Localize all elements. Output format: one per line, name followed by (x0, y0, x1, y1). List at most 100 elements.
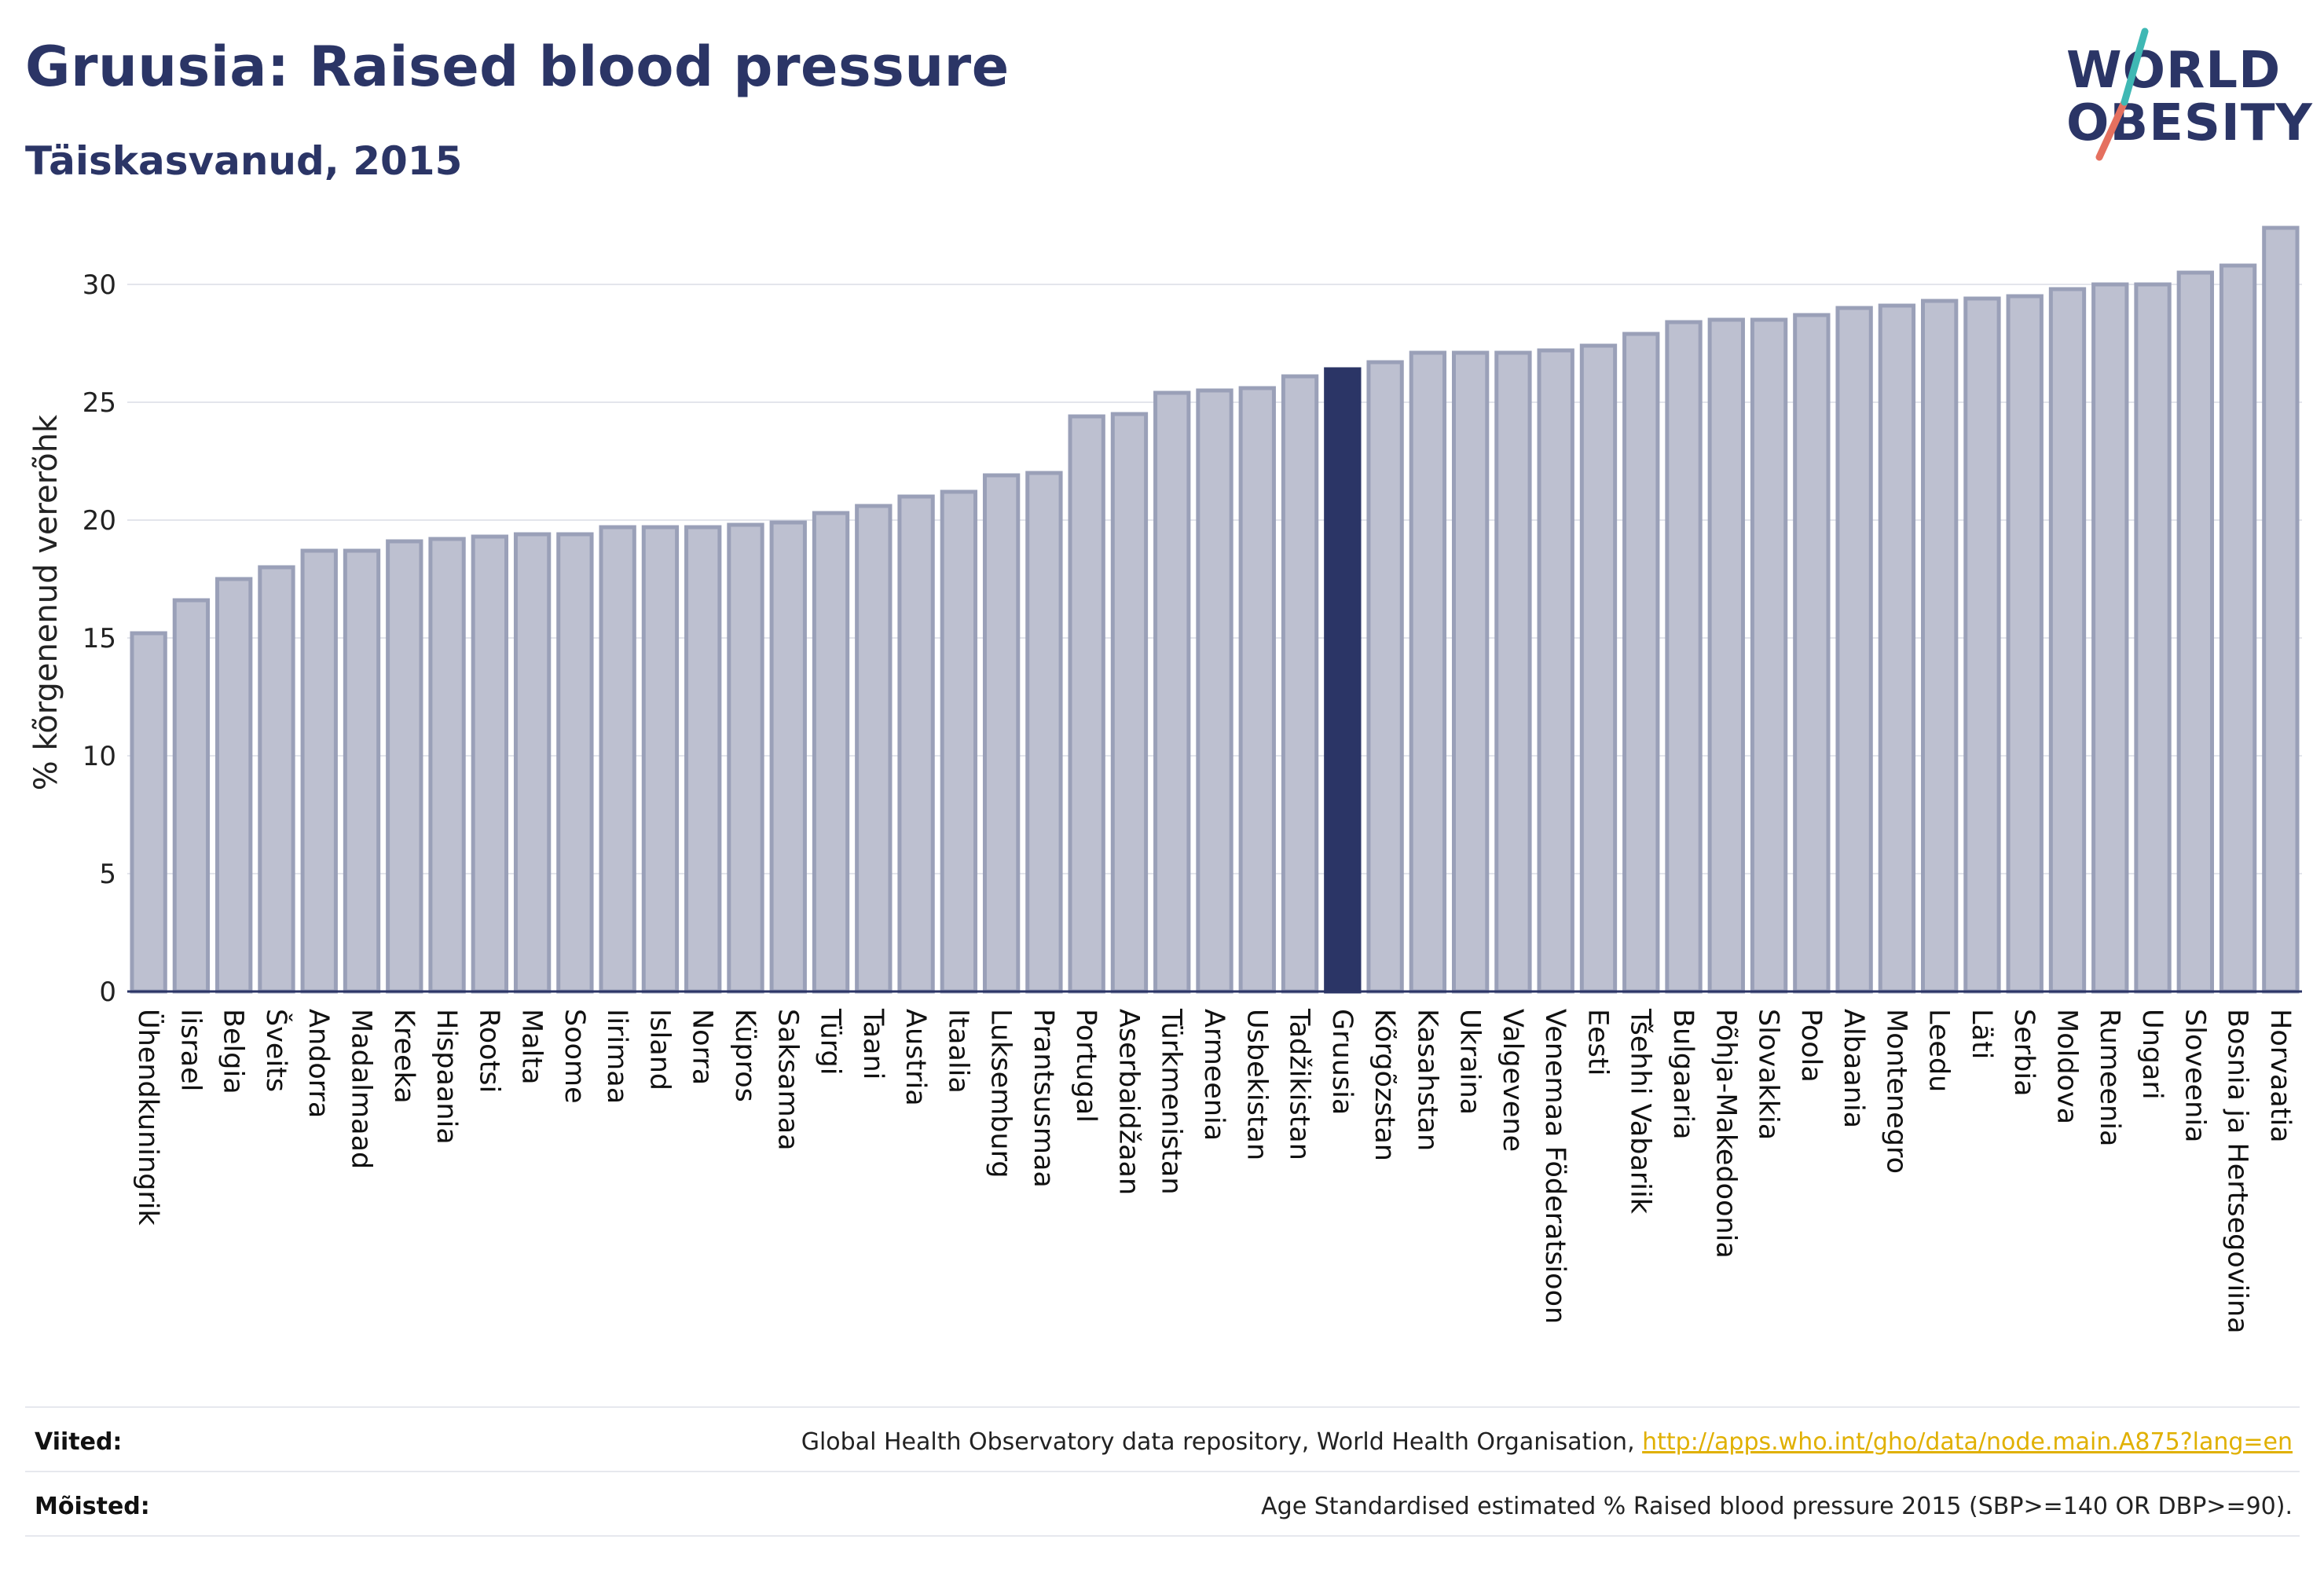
bar (1409, 350, 1447, 994)
x-tick-label: Luksemburg (985, 1009, 1017, 1178)
y-tick-label: 15 (82, 623, 116, 654)
bar (1707, 317, 1745, 994)
bar (1153, 390, 1191, 994)
sources-label: Viited: (35, 1428, 123, 1456)
bar (2091, 282, 2129, 994)
x-tick-label: Usbekistan (1241, 1009, 1272, 1160)
definitions-label: Mõisted: (35, 1493, 150, 1520)
logo-slash-icon (2095, 27, 2149, 161)
y-tick-label: 5 (99, 859, 116, 890)
y-axis-label: % kõrgenenud vererõhk (28, 414, 64, 790)
x-tick-label: Saksamaa (772, 1009, 803, 1151)
x-tick-label: Gruusia (1326, 1009, 1358, 1115)
bar (1494, 350, 1532, 994)
x-tick-label: Tšehhi Vabariik (1625, 1008, 1656, 1215)
x-tick-label: Sloveenia (2179, 1009, 2210, 1143)
x-tick-label: Serbia (2008, 1009, 2040, 1097)
bar (300, 548, 338, 994)
x-tick-label: Portugal (1070, 1009, 1102, 1123)
bar (2006, 294, 2044, 994)
x-tick-label: Valgevene (1497, 1009, 1528, 1152)
bar (428, 537, 466, 994)
bar (556, 532, 594, 994)
bar (1878, 303, 1916, 994)
x-tick-label: Prantsusmaa (1028, 1009, 1059, 1188)
x-tick-label: Island (643, 1009, 675, 1090)
bar (1068, 414, 1105, 994)
sources-link[interactable]: http://apps.who.int/gho/data/node.main.A… (1642, 1428, 2293, 1456)
bar (258, 565, 295, 994)
bar (812, 511, 850, 994)
bar (684, 525, 722, 994)
x-tick-label: Läti (1966, 1009, 1997, 1059)
bar (1537, 348, 1574, 994)
x-tick-label: Slovakkia (1753, 1009, 1784, 1140)
bar (599, 525, 636, 994)
bar (2176, 270, 2214, 994)
bar (2048, 287, 2087, 994)
bar (1579, 343, 1618, 994)
x-tick-label: Austria (900, 1009, 931, 1106)
chart-subtitle: Täiskasvanud, 2015 (25, 138, 463, 184)
x-tick-label: Tadžikistan (1284, 1008, 1315, 1160)
x-tick-label: Iisrael (174, 1009, 206, 1091)
definitions-text: Age Standardised estimated % Raised bloo… (1261, 1493, 2293, 1520)
y-tick-label: 0 (99, 977, 116, 1008)
x-tick-label: Kreeka (388, 1009, 420, 1104)
bar (940, 489, 978, 994)
x-tick-label: Rootsi (473, 1009, 504, 1093)
chart-title: Gruusia: Raised blood pressure (25, 35, 1010, 99)
x-tick-label: Ungari (2136, 1009, 2168, 1100)
x-tick-label: Hispaania (431, 1009, 462, 1145)
bar (130, 631, 167, 994)
bar (2134, 282, 2172, 994)
bar (1451, 350, 1490, 994)
bar (1665, 320, 1703, 994)
bar (1025, 471, 1063, 994)
sources-text: Global Health Observatory data repositor… (801, 1428, 2293, 1456)
x-tick-label: Kõrgõzstan (1369, 1009, 1400, 1161)
x-tick-label: Norra (687, 1009, 718, 1085)
bar (855, 504, 893, 994)
bar (641, 525, 680, 994)
bar (769, 520, 807, 994)
y-tick-label: 25 (82, 387, 116, 419)
x-tick-label: Taani (857, 1008, 889, 1079)
bar (1835, 306, 1873, 994)
footer-divider-top (25, 1406, 2300, 1408)
bar (1963, 296, 2001, 994)
x-tick-label: Iirimaa (601, 1009, 632, 1104)
x-tick-label: Albaania (1838, 1009, 1869, 1128)
footer-divider-bottom (25, 1535, 2300, 1537)
bar (1920, 299, 1959, 994)
x-tick-label: Bulgaaria (1667, 1009, 1699, 1140)
bar (513, 532, 552, 994)
x-tick-label: Küpros (729, 1009, 761, 1102)
bar (897, 494, 935, 994)
x-tick-label: Ukraina (1454, 1009, 1486, 1115)
y-tick-label: 30 (82, 269, 116, 301)
bar (1238, 386, 1276, 994)
x-tick-label: Ühendkuningrik (132, 1009, 165, 1226)
bar (1793, 313, 1831, 994)
bar (172, 598, 211, 994)
x-tick-label: Soome (559, 1009, 590, 1104)
x-tick-label: Horvaatia (2264, 1009, 2296, 1143)
x-tick-label: Armeenia (1198, 1009, 1230, 1141)
x-tick-label: Türgi (815, 1008, 846, 1075)
bar (1750, 317, 1788, 994)
x-tick-label: Põhja-Makedoonia (1710, 1009, 1741, 1259)
y-tick-label: 10 (82, 741, 116, 772)
world-obesity-logo: WORLD OBESITY (2043, 24, 2312, 165)
bar (1196, 388, 1233, 994)
bar (343, 548, 381, 994)
x-tick-label: Moldova (2051, 1009, 2082, 1124)
bar (471, 534, 509, 994)
x-tick-label: Šveits (260, 1009, 293, 1092)
bar (727, 522, 764, 994)
sources-citation: Global Health Observatory data repositor… (801, 1428, 1643, 1456)
footer-divider-middle (25, 1471, 2300, 1472)
logo-text-world: WORLD (2066, 42, 2282, 100)
bar (982, 473, 1021, 994)
bar (1622, 332, 1660, 994)
